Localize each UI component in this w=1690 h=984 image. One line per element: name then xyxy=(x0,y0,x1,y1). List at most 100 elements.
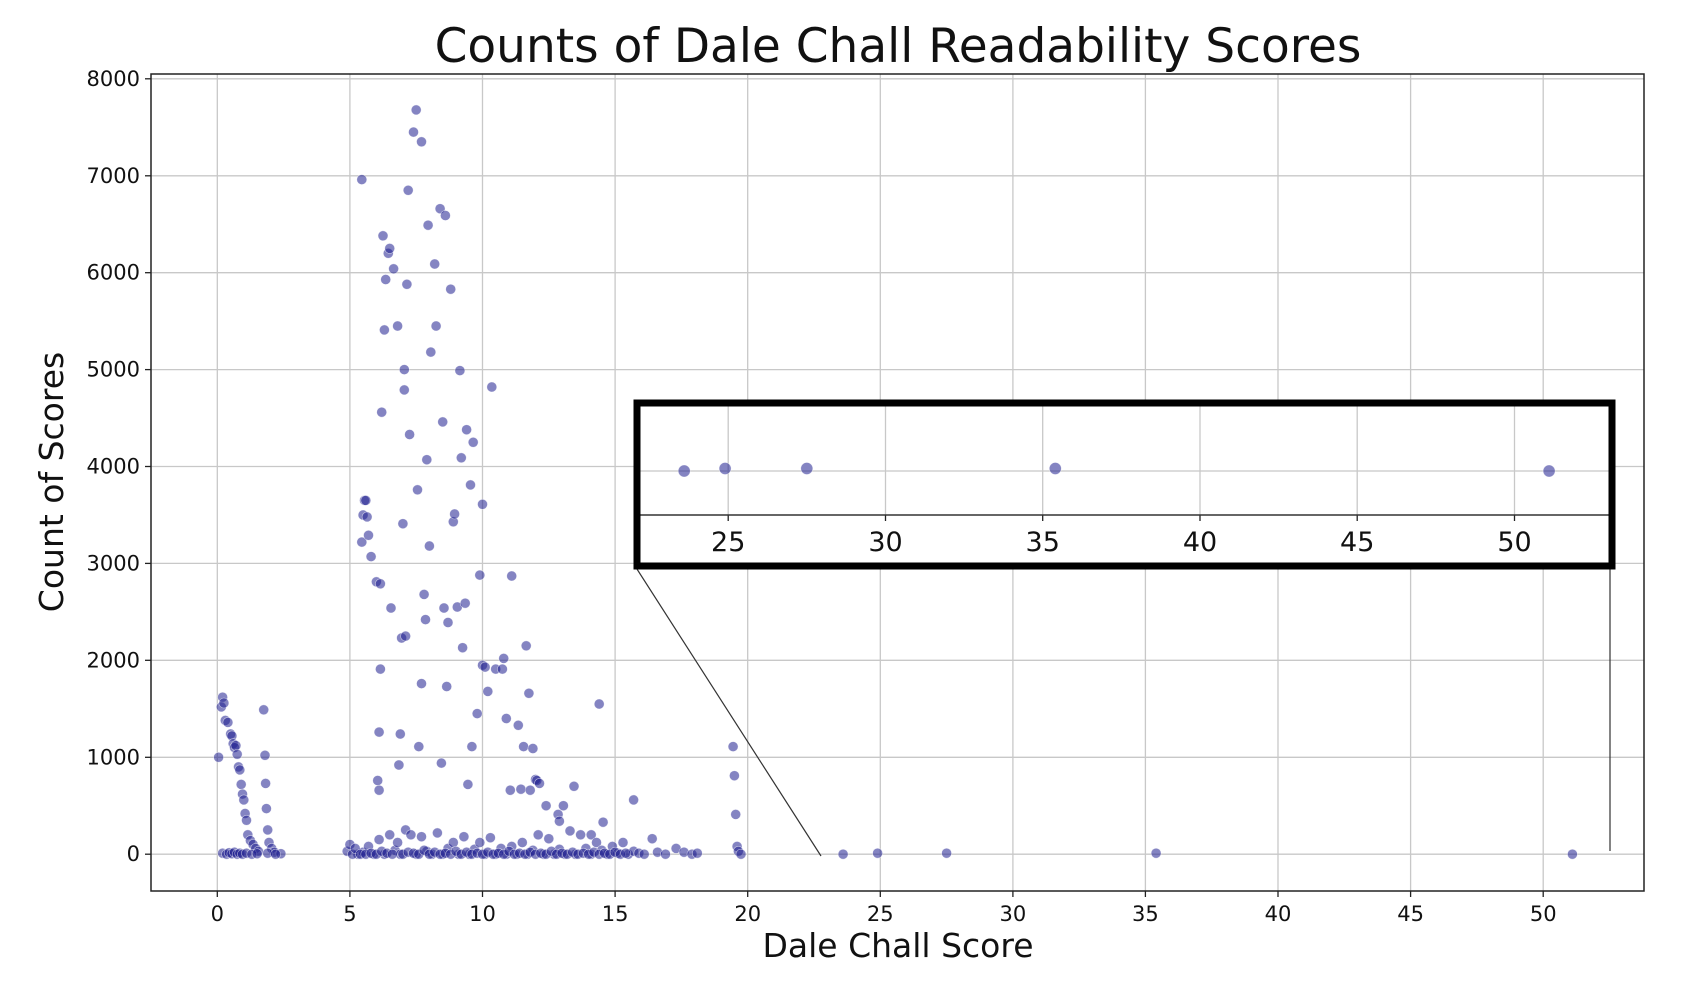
data-point xyxy=(837,848,849,860)
data-point xyxy=(515,783,527,795)
data-point xyxy=(628,794,639,806)
data-point xyxy=(412,484,423,496)
data-point xyxy=(386,848,398,860)
data-point xyxy=(422,219,434,231)
data-point xyxy=(222,717,234,728)
data-point xyxy=(238,794,250,806)
data-point xyxy=(457,642,468,654)
y-tick-label: 6000 xyxy=(87,261,140,285)
data-point xyxy=(384,829,396,841)
data-point xyxy=(585,829,597,841)
data-point xyxy=(262,824,274,836)
data-point xyxy=(442,617,454,628)
inset-connector-line xyxy=(634,565,822,857)
inset-tick-label: 30 xyxy=(868,527,902,558)
x-tick-label: 20 xyxy=(734,902,761,926)
data-point xyxy=(617,837,629,848)
y-axis-ticks: 0 1000 2000 3000 4000 5000 6000 7000 8000 xyxy=(87,67,151,866)
data-point xyxy=(261,803,272,814)
data-point xyxy=(593,698,605,710)
x-axis-ticks: 0 5 10 15 20 25 30 35 40 45 50 xyxy=(211,891,1557,926)
data-point xyxy=(218,697,230,709)
data-point xyxy=(558,800,569,812)
data-point xyxy=(646,833,658,845)
data-point xyxy=(466,741,478,752)
x-tick-label: 10 xyxy=(469,902,496,926)
inset-tick-label: 35 xyxy=(1026,527,1060,558)
data-point xyxy=(504,784,516,796)
data-point xyxy=(941,847,952,859)
data-point xyxy=(727,741,739,752)
data-point xyxy=(400,630,411,642)
data-point xyxy=(462,779,474,790)
data-point xyxy=(373,834,385,845)
data-point xyxy=(394,728,406,740)
data-point xyxy=(497,663,508,675)
data-point xyxy=(516,837,528,848)
data-point xyxy=(459,597,471,609)
data-point xyxy=(532,829,544,841)
y-axis-label: Count of Scores xyxy=(32,352,71,612)
x-tick-label: 45 xyxy=(1397,902,1424,926)
data-point xyxy=(231,748,243,760)
y-tick-label: 5000 xyxy=(87,358,140,382)
data-point xyxy=(543,833,555,845)
data-point xyxy=(405,829,417,841)
data-point xyxy=(258,704,270,716)
data-point xyxy=(461,424,472,436)
data-point xyxy=(372,775,384,786)
y-tick-label: 2000 xyxy=(87,648,140,672)
data-point xyxy=(474,569,486,581)
data-point xyxy=(234,764,246,776)
data-points xyxy=(213,104,1578,860)
data-point xyxy=(392,837,403,848)
inset-frame xyxy=(633,399,1616,570)
data-point xyxy=(356,174,368,185)
x-tick-label: 30 xyxy=(1000,902,1027,926)
data-point xyxy=(392,320,403,332)
data-point xyxy=(454,365,466,376)
data-point xyxy=(380,274,392,285)
inset-data-point xyxy=(1049,462,1062,475)
data-point xyxy=(437,416,449,428)
inset-background xyxy=(637,403,1612,566)
data-point xyxy=(385,602,397,614)
data-point xyxy=(230,740,242,751)
data-point xyxy=(270,848,281,860)
data-point xyxy=(498,653,510,664)
data-point xyxy=(413,741,425,752)
data-point xyxy=(375,663,386,675)
inset-tick-label: 50 xyxy=(1497,527,1531,558)
data-point xyxy=(691,847,703,859)
data-point xyxy=(523,687,535,699)
data-point xyxy=(402,185,414,196)
y-tick-label: 0 xyxy=(127,842,140,866)
x-tick-label: 15 xyxy=(602,902,629,926)
data-point xyxy=(506,570,518,582)
data-point xyxy=(401,278,413,290)
data-point xyxy=(872,847,883,859)
y-tick-label: 1000 xyxy=(87,745,140,769)
y-tick-label: 4000 xyxy=(87,455,140,479)
data-point xyxy=(591,837,602,848)
data-point xyxy=(418,589,430,600)
data-point xyxy=(449,508,460,520)
data-point xyxy=(1567,848,1578,860)
data-point xyxy=(241,814,252,826)
data-point xyxy=(377,230,389,242)
data-point xyxy=(458,831,470,843)
data-point xyxy=(534,778,545,789)
data-point xyxy=(485,832,496,844)
data-point xyxy=(397,518,409,530)
data-point xyxy=(404,429,415,440)
data-point xyxy=(486,381,498,393)
x-tick-label: 50 xyxy=(1530,902,1557,926)
data-point xyxy=(500,713,512,724)
data-point xyxy=(363,529,374,541)
data-point xyxy=(730,809,742,820)
data-point xyxy=(408,126,419,138)
data-point xyxy=(373,784,385,796)
data-point xyxy=(213,751,224,763)
data-point xyxy=(260,778,271,789)
